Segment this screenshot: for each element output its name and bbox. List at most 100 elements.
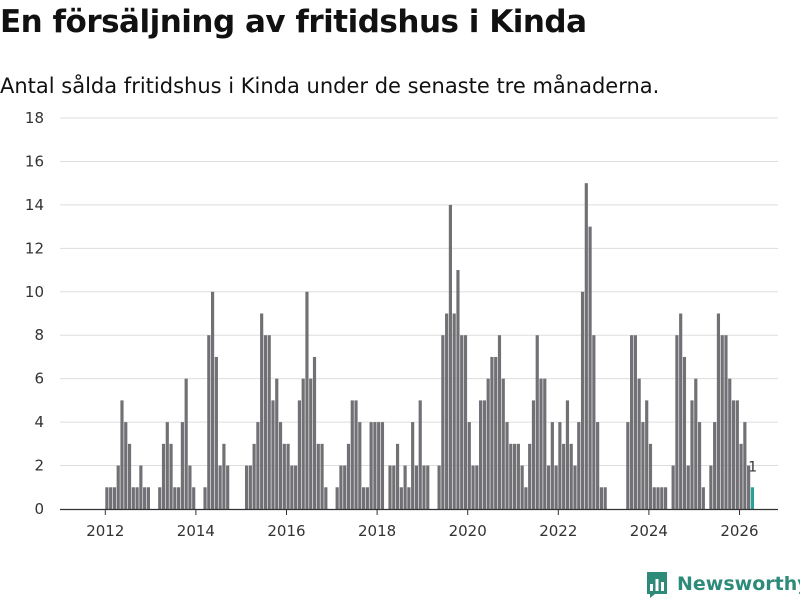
bar bbox=[316, 443, 320, 509]
bar bbox=[596, 422, 600, 509]
bar bbox=[146, 487, 150, 509]
bar bbox=[543, 378, 547, 509]
bar bbox=[505, 422, 509, 509]
bar bbox=[713, 422, 717, 509]
bar bbox=[339, 465, 343, 509]
x-tick-label: 2024 bbox=[630, 522, 668, 540]
bar bbox=[512, 443, 517, 509]
bar bbox=[165, 422, 169, 509]
bar bbox=[214, 356, 218, 509]
bar bbox=[437, 465, 441, 509]
bar bbox=[686, 465, 690, 509]
x-tick-label: 2018 bbox=[358, 522, 396, 540]
bar bbox=[403, 465, 407, 509]
bar bbox=[535, 335, 539, 509]
bar bbox=[697, 422, 702, 509]
bar-chart-logo-icon bbox=[647, 572, 667, 598]
bar bbox=[290, 465, 294, 509]
bar bbox=[226, 465, 230, 509]
bar bbox=[278, 422, 283, 509]
bar bbox=[497, 335, 502, 509]
bar bbox=[603, 487, 607, 509]
bar bbox=[675, 335, 679, 509]
bar bbox=[460, 335, 464, 509]
brand-name: Newsworthy bbox=[677, 573, 800, 595]
chart-title: En försäljning av fritidshus i Kinda bbox=[0, 4, 587, 40]
bar bbox=[399, 487, 403, 509]
bar bbox=[671, 465, 675, 509]
bar bbox=[312, 356, 317, 509]
bar bbox=[139, 465, 143, 509]
bar bbox=[135, 487, 139, 509]
bar bbox=[380, 422, 385, 509]
y-tick-label: 8 bbox=[34, 326, 44, 344]
bar bbox=[486, 378, 490, 509]
bar bbox=[652, 487, 656, 509]
data-label-latest: 1 bbox=[748, 459, 757, 475]
x-tick-label: 2012 bbox=[86, 522, 124, 540]
bar bbox=[282, 443, 286, 509]
brand-logo: Newsworthy bbox=[645, 568, 800, 600]
y-tick-label: 6 bbox=[34, 370, 44, 388]
y-axis-labels: 0 2 4 6 8 10 12 14 16 18 bbox=[25, 109, 44, 518]
bar bbox=[656, 487, 660, 509]
bar bbox=[263, 335, 268, 509]
y-tick-label: 10 bbox=[25, 283, 44, 301]
bar bbox=[192, 487, 196, 509]
bar bbox=[222, 443, 226, 509]
bar bbox=[637, 378, 641, 509]
bar bbox=[550, 422, 554, 509]
bar bbox=[660, 487, 664, 509]
bar bbox=[539, 378, 543, 509]
bar bbox=[358, 422, 362, 509]
bar bbox=[516, 443, 520, 509]
bar bbox=[120, 400, 124, 509]
y-tick-label: 18 bbox=[25, 109, 44, 127]
bar bbox=[524, 487, 528, 509]
bar bbox=[131, 487, 135, 509]
bar bbox=[475, 465, 479, 509]
bar bbox=[588, 226, 592, 509]
bar bbox=[411, 422, 415, 509]
x-axis: 2012 2014 2016 2018 2020 2022 2024 2026 bbox=[60, 508, 778, 540]
bar bbox=[467, 422, 471, 509]
bar bbox=[682, 356, 687, 509]
bar bbox=[441, 335, 445, 509]
y-tick-label: 0 bbox=[34, 500, 44, 518]
x-tick-label: 2014 bbox=[177, 522, 215, 540]
bar bbox=[407, 487, 411, 509]
bar bbox=[739, 443, 743, 509]
bar bbox=[354, 400, 358, 509]
bar bbox=[365, 487, 369, 509]
y-tick-label: 12 bbox=[25, 239, 44, 257]
bar bbox=[395, 443, 400, 509]
bar bbox=[177, 487, 181, 509]
bar bbox=[184, 378, 188, 509]
bar bbox=[373, 422, 377, 509]
bar bbox=[747, 465, 751, 509]
bar bbox=[256, 422, 260, 509]
bar bbox=[116, 465, 120, 509]
bar bbox=[414, 465, 419, 509]
x-tick-label: 2026 bbox=[720, 522, 758, 540]
bar bbox=[599, 487, 603, 509]
bar bbox=[573, 465, 577, 509]
bar bbox=[592, 335, 596, 509]
bar bbox=[494, 356, 498, 509]
bar bbox=[218, 465, 222, 509]
bar bbox=[630, 335, 634, 509]
bar bbox=[244, 465, 249, 509]
bar bbox=[158, 487, 162, 509]
y-tick-label: 14 bbox=[25, 196, 44, 214]
x-tick-label: 2016 bbox=[267, 522, 305, 540]
bar bbox=[724, 335, 728, 509]
bar bbox=[275, 378, 279, 509]
y-tick-label: 2 bbox=[34, 457, 44, 475]
bar bbox=[127, 443, 132, 509]
bar bbox=[558, 422, 562, 509]
bar bbox=[309, 378, 313, 509]
bar bbox=[343, 465, 347, 509]
bar bbox=[210, 291, 215, 509]
bar bbox=[271, 400, 275, 509]
